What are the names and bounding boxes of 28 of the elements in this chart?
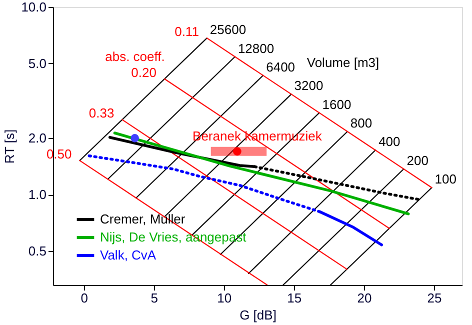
series-label: 12800 — [238, 40, 274, 56]
x-axis-title: G [dB] — [240, 308, 276, 322]
x-tick-label: 20 — [357, 290, 372, 306]
x-tick-label: 0 — [80, 290, 88, 306]
series-label: 0.20 — [131, 64, 156, 80]
series-label: 25600 — [210, 22, 246, 38]
y-tick-label: 10.0 — [21, 0, 46, 14]
series-label: 0.11 — [174, 24, 199, 40]
series-label: 200 — [406, 152, 428, 168]
y-tick-label: 2.0 — [28, 130, 46, 146]
series-label: 3200 — [294, 78, 324, 94]
y-tick-label: 0.5 — [28, 244, 46, 259]
y-axis-title: RT [s] — [2, 129, 18, 164]
annotation: abs. coeff. — [105, 49, 165, 64]
x-tick-label: 25 — [427, 290, 442, 306]
x-tick-label: 5 — [150, 290, 158, 306]
x-tick-label: 15 — [287, 290, 302, 306]
series-label: 0.33 — [88, 106, 114, 121]
annotation: Volume [m3] — [306, 55, 380, 70]
series-label: 6400 — [266, 59, 296, 74]
x-tick-label: 10 — [217, 290, 232, 306]
y-tick-label: 5.0 — [28, 56, 46, 71]
series-label: 100 — [434, 172, 456, 187]
y-tick-label: 1.0 — [28, 187, 46, 202]
legend-label: Valk, CvA — [100, 248, 156, 262]
series-label: 400 — [378, 134, 400, 149]
series-label: 1600 — [322, 96, 352, 112]
series-label: 800 — [350, 116, 372, 131]
